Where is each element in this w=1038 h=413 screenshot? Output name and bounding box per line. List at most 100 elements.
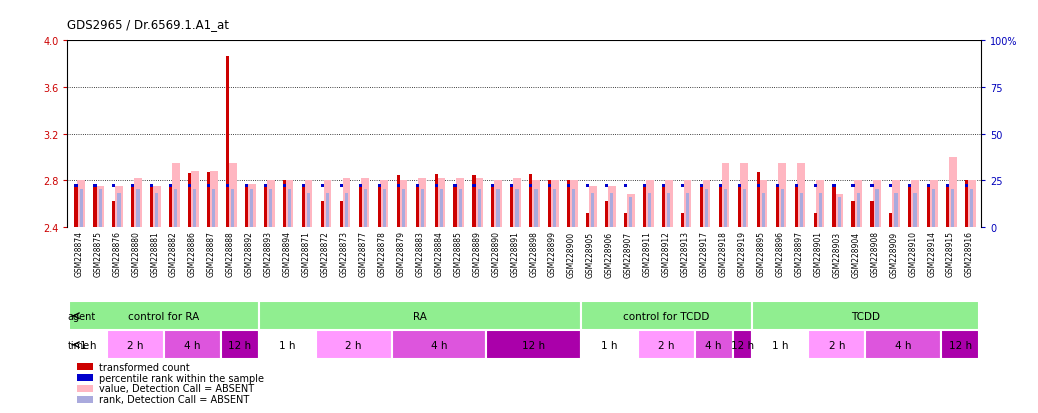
Bar <box>420 190 424 227</box>
Bar <box>856 194 859 227</box>
Bar <box>572 190 575 227</box>
Bar <box>932 190 935 227</box>
Bar <box>267 180 274 227</box>
Bar <box>345 194 348 227</box>
Bar <box>378 185 381 188</box>
Bar <box>684 180 691 227</box>
Bar <box>890 213 893 227</box>
Text: 12 h: 12 h <box>949 340 972 350</box>
Text: control for TCDD: control for TCDD <box>623 311 710 321</box>
Text: 4 h: 4 h <box>431 340 447 350</box>
Bar <box>472 185 475 188</box>
Text: TCDD: TCDD <box>851 311 880 321</box>
Bar <box>723 190 727 227</box>
Bar <box>193 190 196 227</box>
Bar <box>814 213 817 227</box>
Bar <box>624 213 627 227</box>
Bar <box>581 330 638 359</box>
Bar <box>383 190 386 227</box>
Bar <box>740 163 748 227</box>
Bar <box>245 184 248 227</box>
Bar <box>378 184 381 227</box>
Bar <box>258 301 581 330</box>
Text: GSM228897: GSM228897 <box>794 231 803 277</box>
Bar <box>264 185 267 188</box>
Text: GSM228904: GSM228904 <box>851 231 861 277</box>
Bar <box>967 180 976 227</box>
Text: GSM228880: GSM228880 <box>131 231 140 277</box>
Bar <box>832 185 836 188</box>
Text: GSM228891: GSM228891 <box>511 231 519 277</box>
Bar <box>733 330 752 359</box>
Bar <box>153 187 161 227</box>
Bar <box>269 190 272 227</box>
Bar <box>245 185 248 188</box>
Text: GSM228874: GSM228874 <box>75 231 83 277</box>
Bar <box>304 180 312 227</box>
Bar <box>836 195 843 227</box>
Text: time: time <box>67 340 90 350</box>
Bar <box>511 185 514 188</box>
Bar <box>890 185 893 188</box>
Bar <box>752 330 809 359</box>
Bar <box>107 330 164 359</box>
Bar <box>174 190 177 227</box>
Text: GSM228899: GSM228899 <box>548 231 557 277</box>
Bar <box>871 185 874 188</box>
Bar <box>551 180 558 227</box>
Bar <box>949 157 957 227</box>
Bar <box>809 330 866 359</box>
Bar <box>794 185 797 188</box>
Text: GSM228905: GSM228905 <box>586 231 595 277</box>
Bar <box>316 330 391 359</box>
Bar <box>592 194 595 227</box>
Bar <box>851 202 854 227</box>
Text: GSM228918: GSM228918 <box>718 231 728 277</box>
Bar <box>703 180 710 227</box>
Bar <box>794 184 797 227</box>
Text: GSM228898: GSM228898 <box>529 231 538 277</box>
Text: GSM228890: GSM228890 <box>491 231 500 277</box>
Text: GSM228910: GSM228910 <box>908 231 918 277</box>
Bar <box>951 190 954 227</box>
Text: GSM228881: GSM228881 <box>151 231 159 277</box>
Text: 2 h: 2 h <box>658 340 675 350</box>
Bar <box>264 184 267 227</box>
Text: GSM228917: GSM228917 <box>700 231 709 277</box>
Bar <box>70 330 107 359</box>
Bar <box>589 187 597 227</box>
Text: 1 h: 1 h <box>80 340 97 350</box>
Bar <box>361 178 370 227</box>
Bar <box>638 330 694 359</box>
Bar <box>752 301 979 330</box>
Bar <box>643 184 646 227</box>
Text: 1 h: 1 h <box>772 340 788 350</box>
Bar <box>302 185 305 188</box>
Bar <box>324 180 331 227</box>
Bar <box>339 185 343 188</box>
Bar <box>191 171 198 227</box>
Bar <box>553 190 556 227</box>
Bar <box>775 184 778 227</box>
Text: GSM228900: GSM228900 <box>567 231 576 277</box>
Bar <box>738 185 741 188</box>
Bar <box>77 396 93 403</box>
Bar <box>283 185 286 188</box>
Bar <box>743 190 746 227</box>
Bar <box>832 184 836 227</box>
Bar <box>624 185 627 188</box>
Text: percentile rank within the sample: percentile rank within the sample <box>100 373 265 382</box>
Text: GSM228886: GSM228886 <box>188 231 197 277</box>
Text: GSM228887: GSM228887 <box>207 231 216 277</box>
Text: GSM228901: GSM228901 <box>814 231 822 277</box>
Bar <box>681 185 684 188</box>
Bar <box>136 190 139 227</box>
Bar <box>511 184 514 227</box>
Text: GSM228914: GSM228914 <box>927 231 936 277</box>
Bar <box>895 194 898 227</box>
Bar <box>415 185 418 188</box>
Bar <box>400 180 407 227</box>
Bar <box>472 176 475 227</box>
Bar <box>911 180 919 227</box>
Bar <box>77 385 93 392</box>
